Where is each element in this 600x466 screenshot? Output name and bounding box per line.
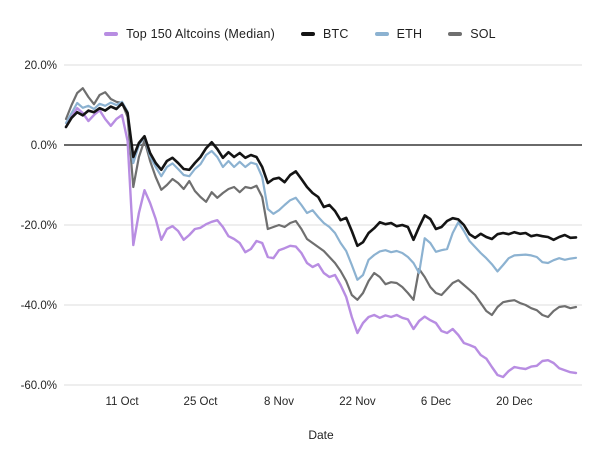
- series-line-eth: [64, 100, 578, 281]
- legend-item-sol[interactable]: SOL: [448, 27, 496, 41]
- x-tick-label: 22 Nov: [339, 396, 376, 408]
- series-line-altcoins: [64, 107, 578, 379]
- series-lines: [64, 87, 578, 379]
- series-line-sol: [64, 87, 578, 319]
- legend-item-altcoins[interactable]: Top 150 Altcoins (Median): [104, 27, 275, 41]
- x-tick-label: 8 Nov: [264, 396, 294, 408]
- legend-label-btc: BTC: [323, 27, 349, 41]
- eth-swatch-icon: [374, 32, 389, 36]
- x-tick-label: 20 Dec: [496, 396, 533, 408]
- legend-item-eth[interactable]: ETH: [374, 27, 423, 41]
- gridlines: [64, 64, 582, 386]
- series-line-btc: [64, 102, 578, 248]
- legend-label-sol: SOL: [470, 27, 496, 41]
- sol-swatch-icon: [448, 32, 463, 36]
- y-axis-tick-labels: 20.0% 0.0% -20.0% -40.0% -60.0%: [21, 60, 57, 392]
- y-tick-label: 0.0%: [31, 140, 57, 152]
- y-tick-label: -40.0%: [21, 300, 57, 312]
- x-tick-label: 11 Oct: [106, 396, 140, 408]
- x-axis-tick-labels: 11 Oct 25 Oct 8 Nov 22 Nov 6 Dec 20 Dec: [106, 396, 533, 408]
- legend: Top 150 Altcoins (Median) BTC ETH SOL: [0, 24, 600, 44]
- legend-item-btc[interactable]: BTC: [301, 27, 349, 41]
- x-axis-title: Date: [308, 428, 334, 442]
- legend-label-eth: ETH: [396, 27, 423, 41]
- legend-label-altcoins: Top 150 Altcoins (Median): [126, 27, 275, 41]
- y-tick-label: 20.0%: [24, 60, 57, 72]
- altcoins-swatch-icon: [104, 32, 119, 36]
- y-tick-label: -60.0%: [21, 380, 57, 392]
- btc-swatch-icon: [301, 32, 315, 36]
- y-tick-label: -20.0%: [21, 220, 57, 232]
- x-tick-label: 25 Oct: [184, 396, 219, 408]
- x-tick-label: 6 Dec: [421, 396, 451, 408]
